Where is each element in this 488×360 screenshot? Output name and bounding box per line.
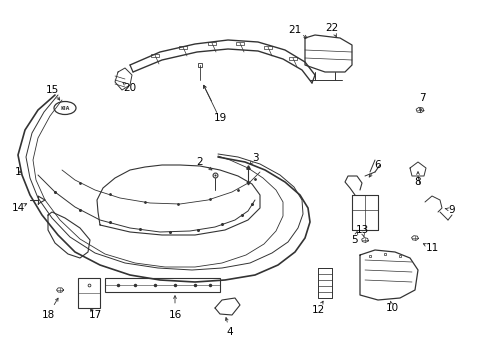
Text: 17: 17 <box>88 310 102 320</box>
Text: 20: 20 <box>123 83 136 93</box>
Bar <box>151 54 159 57</box>
Text: 3: 3 <box>251 153 258 163</box>
Bar <box>288 57 296 60</box>
Text: 9: 9 <box>448 205 454 215</box>
Text: 1: 1 <box>15 167 21 177</box>
Bar <box>236 42 244 45</box>
Bar <box>264 46 271 49</box>
Text: 4: 4 <box>226 327 233 337</box>
Bar <box>105 278 220 292</box>
Bar <box>179 46 186 49</box>
Bar <box>207 42 216 45</box>
Text: 12: 12 <box>311 305 324 315</box>
Text: 11: 11 <box>425 243 438 253</box>
Text: 10: 10 <box>385 303 398 313</box>
Text: 7: 7 <box>418 93 425 103</box>
Text: 6: 6 <box>374 160 381 170</box>
Text: 5: 5 <box>351 235 358 245</box>
Text: 21: 21 <box>288 25 301 35</box>
Text: 14: 14 <box>11 203 24 213</box>
Text: 15: 15 <box>45 85 59 95</box>
Text: 16: 16 <box>168 310 181 320</box>
Text: 8: 8 <box>414 177 421 187</box>
Text: 22: 22 <box>325 23 338 33</box>
Text: 19: 19 <box>213 113 226 123</box>
Bar <box>78 278 100 308</box>
Text: 18: 18 <box>41 310 55 320</box>
Text: 2: 2 <box>196 157 203 167</box>
Text: KIA: KIA <box>60 105 70 111</box>
Text: 13: 13 <box>355 225 368 235</box>
